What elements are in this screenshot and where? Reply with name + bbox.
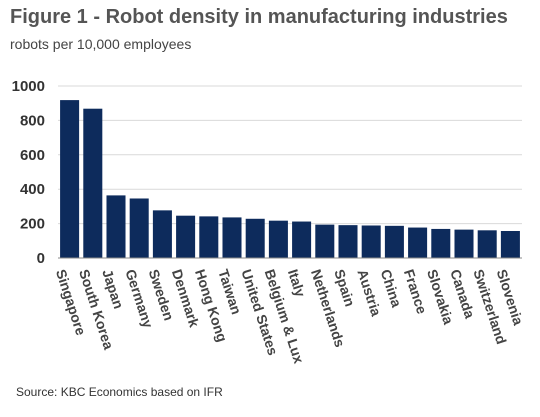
bar-spain <box>338 225 358 258</box>
bar-united-states <box>245 218 265 258</box>
source-note: Source: KBC Economics based on IFR <box>16 385 223 399</box>
y-axis-ticks: 0 200 400 600 800 1000 <box>12 78 45 267</box>
y-tick-label: 200 <box>20 216 45 233</box>
y-tick-label: 800 <box>20 112 45 129</box>
bars <box>60 100 520 258</box>
y-tick-label: 400 <box>20 181 45 198</box>
chart-subtitle: robots per 10,000 employees <box>10 36 192 52</box>
bar-sweden <box>152 210 172 258</box>
y-tick-label: 0 <box>37 250 45 267</box>
bar-germany <box>129 198 149 258</box>
bar-slovenia <box>500 230 520 258</box>
bar-taiwan <box>222 217 242 258</box>
gridlines <box>58 85 522 225</box>
bar-belgium-lux <box>268 220 288 258</box>
bar-japan <box>106 195 126 258</box>
bar-hong-kong <box>199 216 219 258</box>
bar-netherlands <box>315 224 335 258</box>
bar-singapore <box>60 100 80 258</box>
bar-italy <box>292 221 312 258</box>
bar-switzerland <box>477 230 497 258</box>
bar-slovakia <box>431 228 451 258</box>
y-tick-label: 1000 <box>12 78 45 95</box>
y-tick-label: 600 <box>20 147 45 164</box>
bar-south-korea <box>83 108 103 258</box>
x-tick-label: Italy <box>285 267 309 299</box>
bar-austria <box>361 225 381 258</box>
bar-denmark <box>176 215 196 258</box>
bar-canada <box>454 229 474 258</box>
chart-title: Figure 1 - Robot density in manufacturin… <box>10 6 508 28</box>
bar-china <box>384 225 404 258</box>
bar-france <box>408 227 428 258</box>
